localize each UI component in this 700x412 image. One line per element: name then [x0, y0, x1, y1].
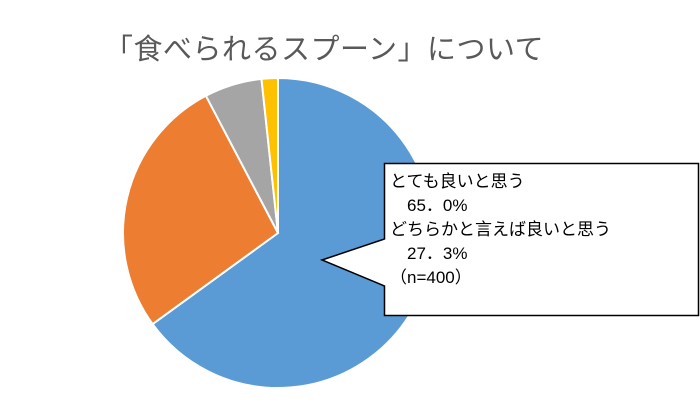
callout-value-very-good: 65．0% — [390, 196, 468, 215]
callout-label-somewhat-good: どちらかと言えば良いと思う — [390, 220, 611, 239]
callout-label-very-good: とても良いと思う — [390, 172, 525, 191]
pie-slice-4 — [260, 76, 279, 234]
pie-slice-2 — [122, 94, 280, 326]
chart-title: 「食べられるスプーン」について — [104, 34, 545, 66]
callout-box — [319, 162, 700, 317]
callout-value-somewhat-good: 27．3% — [390, 244, 468, 263]
callout-text: とても良いと思う 65．0% どちらかと言えば良いと思う 27．3% （n=400） — [390, 170, 611, 290]
callout-sample-size: （n=400） — [390, 268, 472, 287]
